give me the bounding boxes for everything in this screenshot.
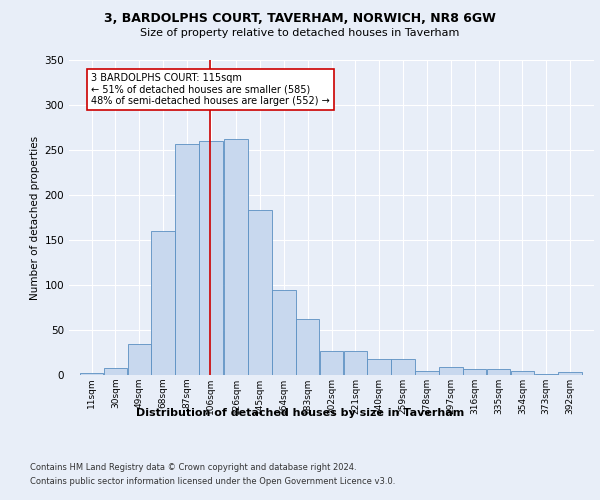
Bar: [367, 359, 391, 375]
Bar: [391, 359, 415, 375]
Bar: [224, 139, 248, 375]
Bar: [511, 372, 534, 375]
Bar: [559, 372, 582, 375]
Text: Size of property relative to detached houses in Taverham: Size of property relative to detached ho…: [140, 28, 460, 38]
Bar: [463, 368, 487, 375]
Bar: [175, 144, 199, 375]
Bar: [80, 373, 103, 375]
Bar: [415, 370, 439, 375]
Text: 3, BARDOLPHS COURT, TAVERHAM, NORWICH, NR8 6GW: 3, BARDOLPHS COURT, TAVERHAM, NORWICH, N…: [104, 12, 496, 26]
Bar: [199, 141, 223, 375]
Text: Contains HM Land Registry data © Crown copyright and database right 2024.: Contains HM Land Registry data © Crown c…: [30, 462, 356, 471]
Bar: [128, 344, 151, 375]
Bar: [439, 367, 463, 375]
Bar: [535, 374, 558, 375]
Bar: [296, 319, 319, 375]
Text: Distribution of detached houses by size in Taverham: Distribution of detached houses by size …: [136, 408, 464, 418]
Bar: [104, 368, 127, 375]
Bar: [248, 210, 272, 375]
Bar: [272, 290, 296, 375]
Bar: [151, 231, 175, 375]
Y-axis label: Number of detached properties: Number of detached properties: [30, 136, 40, 300]
Text: 3 BARDOLPHS COURT: 115sqm
← 51% of detached houses are smaller (585)
48% of semi: 3 BARDOLPHS COURT: 115sqm ← 51% of detac…: [91, 72, 330, 106]
Bar: [344, 350, 367, 375]
Bar: [320, 350, 343, 375]
Bar: [487, 368, 510, 375]
Text: Contains public sector information licensed under the Open Government Licence v3: Contains public sector information licen…: [30, 478, 395, 486]
